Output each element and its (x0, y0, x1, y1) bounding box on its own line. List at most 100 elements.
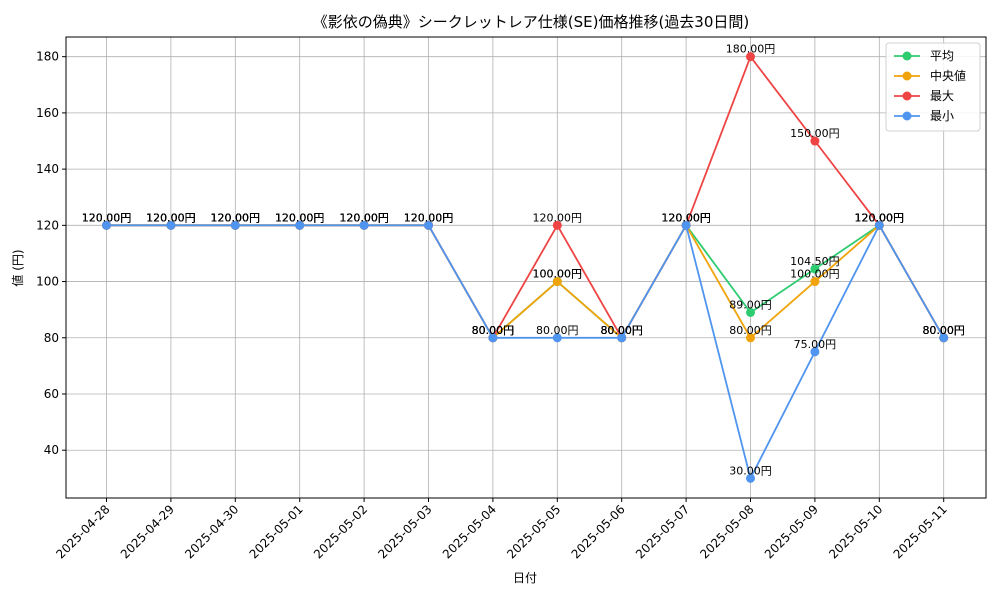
data-label: 120.00円 (661, 211, 711, 224)
x-tick-label: 2025-05-07 (633, 502, 692, 561)
x-axis-label: 日付 (513, 571, 537, 585)
data-label: 180.00円 (726, 43, 776, 56)
data-label: 100.00円 (533, 268, 583, 281)
data-label: 100.00円 (790, 268, 840, 281)
data-label: 120.00円 (339, 211, 389, 224)
data-label: 120.00円 (146, 211, 196, 224)
data-label: 80.00円 (922, 324, 965, 337)
legend-label: 最大 (930, 89, 954, 103)
data-point (746, 307, 755, 317)
data-label: 80.00円 (472, 324, 515, 337)
data-label: 120.00円 (404, 211, 454, 224)
x-tick-label: 2025-05-06 (569, 502, 628, 561)
data-label: 100.00円 (533, 268, 583, 281)
data-label: 120.00円 (211, 211, 261, 224)
x-tick-label: 2025-05-03 (375, 502, 434, 561)
data-label: 89.00円 (729, 298, 772, 311)
data-label: 120.00円 (661, 211, 711, 224)
data-label: 80.00円 (536, 324, 579, 337)
legend-label: 最小 (930, 109, 954, 123)
data-label: 120.00円 (146, 211, 196, 224)
y-tick-label: 60 (44, 387, 59, 401)
data-label: 80.00円 (472, 324, 515, 337)
data-point (681, 220, 691, 230)
data-label: 150.00円 (790, 127, 840, 140)
series-lines (102, 52, 949, 483)
data-label: 80.00円 (922, 324, 965, 337)
data-label: 120.00円 (855, 211, 905, 224)
data-label: 80.00円 (600, 324, 643, 337)
data-label: 120.00円 (855, 211, 905, 224)
x-tick-label: 2025-04-29 (118, 502, 177, 561)
y-tick-label: 140 (36, 162, 59, 176)
data-label: 120.00円 (339, 211, 389, 224)
data-point (295, 220, 305, 230)
grid (66, 37, 986, 498)
data-point (102, 220, 111, 230)
x-axis-ticks: 2025-04-28 2025-04-29 2025-04-30 2025-05-01… (53, 498, 950, 561)
data-label: 120.00円 (82, 211, 132, 224)
data-label: 120.00円 (82, 211, 132, 224)
data-point (552, 333, 562, 343)
data-label: 120.00円 (275, 211, 325, 224)
x-tick-label: 2025-05-10 (826, 502, 885, 561)
series-line-最小 (106, 222, 945, 481)
x-tick-label: 2025-05-05 (504, 502, 563, 561)
legend-marker (902, 111, 912, 121)
data-point (746, 333, 755, 343)
data-label: 120.00円 (82, 211, 132, 224)
data-point (552, 277, 562, 287)
plot-frame (65, 36, 987, 499)
data-label: 80.00円 (600, 324, 643, 337)
data-point (810, 347, 820, 357)
data-point (552, 220, 562, 230)
data-label: 120.00円 (339, 211, 389, 224)
data-label: 120.00円 (146, 211, 196, 224)
legend-label: 平均 (930, 49, 954, 63)
legend-marker (902, 91, 912, 101)
x-tick-label: 2025-05-09 (762, 502, 821, 561)
y-axis-ticks: 40 60 80 100 120 140 160 180 (36, 50, 66, 457)
y-tick-label: 180 (36, 50, 59, 64)
data-label: 120.00円 (275, 211, 325, 224)
x-tick-label: 2025-05-04 (440, 502, 499, 561)
y-tick-label: 100 (36, 275, 59, 289)
data-label: 120.00円 (404, 211, 454, 224)
data-label: 80.00円 (472, 324, 515, 337)
data-label: 120.00円 (855, 211, 905, 224)
y-tick-label: 40 (44, 443, 59, 457)
series-line-最大 (106, 54, 945, 340)
data-label: 120.00円 (211, 211, 261, 224)
legend-marker (902, 71, 912, 81)
data-label: 80.00円 (922, 324, 965, 337)
data-label: 120.00円 (339, 211, 389, 224)
data-label: 80.00円 (600, 324, 643, 337)
data-label: 104.50円 (790, 255, 840, 268)
data-label: 120.00円 (855, 211, 905, 224)
data-point (424, 220, 433, 230)
data-point (874, 220, 884, 230)
data-point (810, 264, 820, 274)
x-tick-label: 2025-05-01 (247, 502, 306, 561)
legend-box (885, 42, 981, 132)
y-tick-label: 120 (36, 218, 59, 232)
data-point (810, 277, 820, 287)
y-tick-label: 80 (44, 331, 59, 345)
data-label: 30.00円 (729, 464, 772, 477)
data-point (359, 220, 369, 230)
data-label: 120.00円 (146, 211, 196, 224)
x-tick-label: 2025-04-28 (53, 502, 112, 561)
data-point (488, 333, 498, 343)
data-label: 80.00円 (600, 324, 643, 337)
data-label: 120.00円 (661, 211, 711, 224)
data-point (166, 220, 176, 230)
data-point (746, 52, 755, 62)
legend-label: 中央値 (930, 68, 966, 83)
data-point (939, 333, 949, 343)
legend-marker (902, 51, 912, 61)
data-point (746, 473, 755, 483)
data-label: 120.00円 (404, 211, 454, 224)
chart-title: 《影依の偽典》シークレットレア仕様(SE)価格推移(過去30日間) (313, 13, 750, 31)
data-label: 120.00円 (211, 211, 261, 224)
